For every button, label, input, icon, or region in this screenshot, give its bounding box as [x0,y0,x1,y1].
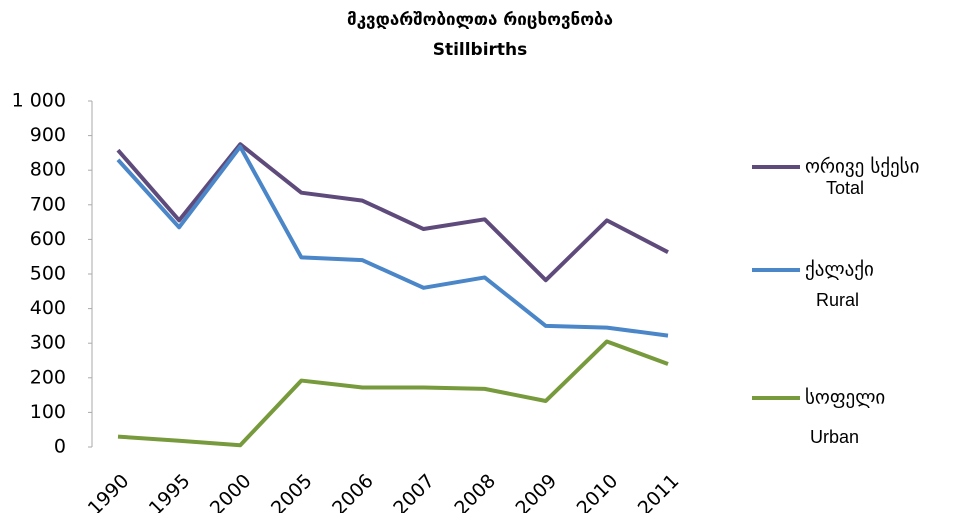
y-tick-label: 700 [30,193,66,215]
x-tick-label: 2009 [511,470,561,513]
y-tick-label: 900 [30,124,66,146]
x-tick-label: 2000 [206,470,256,513]
series-line [116,144,669,338]
legend-label-en: Total [826,178,864,198]
y-tick-label: 800 [30,159,66,181]
y-tick-label: 500 [30,263,66,285]
x-tick-label: 2010 [573,470,623,513]
series-line [116,142,669,283]
legend-label: სოფელი [805,387,885,409]
legend-label: ქალაქი [805,259,874,281]
chart-title: მკვდარშობილთა რიცხოვნობა [347,10,613,30]
legend-label-en: Urban [810,427,859,447]
y-tick-label: 400 [30,297,66,319]
x-tick-label: 1995 [145,470,195,513]
x-tick-label: 2006 [328,470,378,513]
x-tick-label: 1990 [84,470,134,513]
legend-label: ორივე სქესი [805,156,919,178]
y-tick-label: 0 [54,436,66,458]
chart-subtitle: Stillbirths [433,40,528,60]
x-tick-label: 2008 [450,470,500,513]
x-tick-label: 2011 [634,470,684,513]
legend-label-en: Rural [816,290,859,310]
y-tick-label: 300 [30,332,66,354]
y-tick-label: 600 [30,228,66,250]
y-tick-label: 100 [30,401,66,423]
series-line [117,339,669,448]
y-tick-label: 1 000 [12,90,66,112]
y-tick-label: 200 [30,366,66,388]
x-tick-label: 2005 [267,470,317,513]
x-tick-label: 2007 [389,470,439,513]
